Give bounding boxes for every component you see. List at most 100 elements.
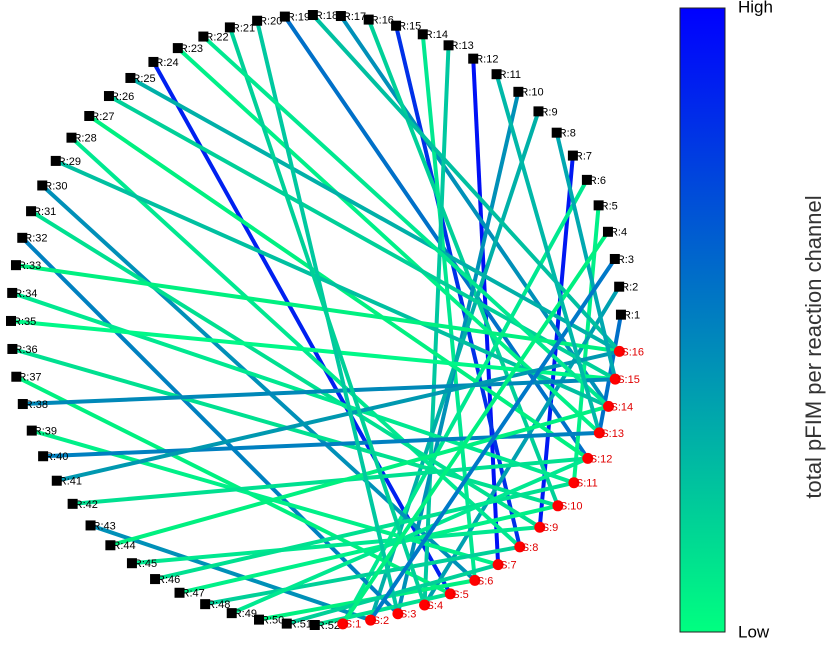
species-node [534, 521, 546, 533]
reaction-label: R:9 [540, 106, 557, 118]
edge [56, 349, 620, 483]
reaction-label: R:36 [14, 344, 37, 356]
colorbar-low: Low [738, 622, 770, 641]
reaction-label: R:46 [157, 574, 180, 586]
reaction-label: R:39 [34, 425, 57, 437]
reaction-node [363, 14, 374, 25]
reaction-node [391, 20, 402, 31]
reaction-node [150, 574, 161, 585]
edge [283, 15, 590, 460]
edge [341, 230, 610, 625]
reaction-label: R:10 [520, 87, 543, 99]
reaction-label: R:13 [451, 40, 474, 52]
edge [129, 76, 621, 354]
reaction-node [7, 343, 18, 354]
reaction-label: R:42 [75, 499, 98, 511]
reaction-label: R:51 [289, 619, 312, 631]
reaction-node [174, 587, 185, 598]
edge [40, 184, 477, 582]
reaction-node [17, 399, 28, 410]
species-label: S:15 [617, 374, 640, 386]
reaction-label: R:37 [18, 372, 41, 384]
reaction-node [125, 72, 136, 83]
species-node [603, 400, 615, 412]
edge [494, 73, 602, 434]
species-label: S:1 [345, 619, 362, 631]
edge [314, 591, 451, 627]
reaction-node [103, 91, 114, 102]
reaction-node [38, 451, 49, 462]
nodes: R:1R:2R:3R:4R:5R:6R:7R:8R:9R:10R:11R:12R… [6, 10, 644, 632]
species-node [469, 574, 481, 586]
reaction-label: R:45 [134, 558, 157, 570]
reaction-node [85, 520, 96, 531]
edge [15, 374, 452, 596]
species-node [552, 500, 564, 512]
species-node [613, 345, 625, 357]
species-node [365, 614, 377, 626]
edge [131, 525, 540, 566]
reaction-node [615, 309, 626, 320]
reaction-label: R:22 [205, 31, 228, 43]
reaction-label: R:28 [73, 133, 96, 145]
species-node [593, 427, 605, 439]
reaction-label: R:49 [234, 608, 257, 620]
reaction-label: R:14 [425, 29, 448, 41]
species-label: S:16 [621, 346, 644, 358]
reaction-label: R:43 [93, 520, 116, 532]
reaction-label: R:52 [317, 620, 340, 632]
edge [11, 291, 575, 485]
reaction-label: R:30 [44, 180, 67, 192]
reaction-label: R:35 [13, 316, 36, 328]
reaction-label: R:34 [14, 288, 37, 300]
reaction-label: R:6 [589, 175, 606, 187]
reaction-node [443, 40, 454, 51]
colorbar [679, 7, 726, 633]
edge [204, 544, 521, 607]
edge [70, 136, 522, 549]
species-node [609, 373, 621, 385]
edge [339, 14, 611, 408]
edge [20, 236, 400, 616]
edge [15, 263, 620, 354]
reaction-label: R:3 [617, 254, 634, 266]
reaction-node [254, 614, 265, 625]
species-label: S:11 [576, 478, 598, 490]
species-label: S:7 [500, 560, 517, 572]
edge [554, 132, 618, 380]
reaction-node [17, 232, 28, 243]
reaction-node [224, 22, 235, 33]
reaction-node [198, 31, 209, 42]
reaction-node [126, 558, 137, 569]
edge [368, 257, 617, 622]
species-node [419, 599, 431, 611]
species-node [514, 541, 526, 553]
reaction-node [7, 287, 18, 298]
reaction-label: R:1 [623, 310, 640, 322]
reaction-label: R:31 [33, 206, 56, 218]
reaction-node [51, 475, 62, 486]
reaction-node [105, 540, 116, 551]
edge [311, 13, 621, 353]
reaction-label: R:38 [25, 399, 48, 411]
edge [202, 35, 610, 408]
reaction-label: R:48 [207, 599, 230, 611]
reaction-node [581, 174, 592, 185]
reaction-label: R:40 [45, 451, 68, 463]
species-label: S:4 [427, 600, 444, 612]
species-node [568, 477, 580, 489]
reaction-label: R:26 [111, 91, 134, 103]
reaction-node [26, 206, 37, 217]
species-node [582, 452, 594, 464]
reaction-label: R:16 [371, 14, 394, 26]
species-label: S:8 [522, 542, 539, 554]
reaction-node [66, 132, 77, 143]
reaction-label: R:11 [499, 69, 521, 81]
reaction-label: R:33 [18, 260, 41, 272]
reaction-node [84, 110, 95, 121]
edge [420, 34, 477, 581]
edge [154, 480, 575, 582]
reaction-node [614, 281, 625, 292]
reaction-node [551, 127, 562, 138]
